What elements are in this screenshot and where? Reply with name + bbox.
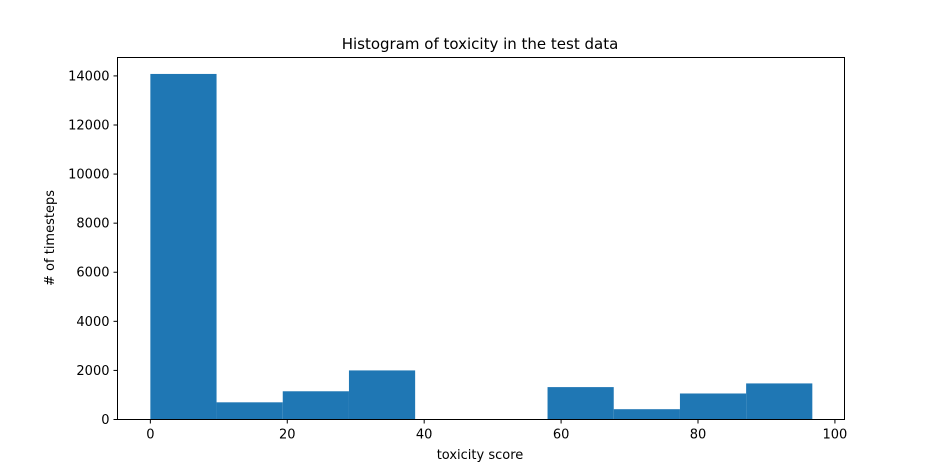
y-tick-label: 0 bbox=[101, 413, 109, 428]
y-tick-label: 8000 bbox=[76, 217, 109, 232]
y-tick-label: 4000 bbox=[76, 315, 109, 330]
x-axis-label: toxicity score bbox=[437, 448, 524, 463]
bar-bin-2 bbox=[282, 391, 349, 420]
x-tick-label: 100 bbox=[823, 428, 848, 443]
bar-bin-1 bbox=[216, 402, 283, 420]
bar-bin-9 bbox=[746, 383, 813, 420]
bar-bin-7 bbox=[613, 409, 680, 420]
y-tick-label: 2000 bbox=[76, 364, 109, 379]
y-tick-label: 6000 bbox=[76, 266, 109, 281]
plot-frame bbox=[117, 57, 845, 420]
bar-bin-3 bbox=[348, 370, 416, 420]
y-axis: 0 2000 4000 6000 8000 10000 12000 14000 bbox=[68, 69, 118, 428]
x-axis: 0 20 40 60 80 100 bbox=[146, 419, 848, 443]
bar-bin-6 bbox=[547, 387, 614, 420]
x-tick-label: 80 bbox=[690, 428, 707, 443]
x-tick-label: 0 bbox=[146, 428, 154, 443]
bar-bin-8 bbox=[679, 393, 747, 420]
y-tick-label: 10000 bbox=[68, 168, 109, 183]
y-axis-label: # of timesteps bbox=[43, 190, 58, 286]
x-tick-label: 60 bbox=[553, 428, 570, 443]
bars-group bbox=[150, 73, 813, 420]
y-tick-label: 14000 bbox=[68, 69, 109, 84]
y-tick-label: 12000 bbox=[68, 118, 109, 133]
bar-bin-0 bbox=[150, 73, 217, 420]
x-tick-label: 40 bbox=[416, 428, 433, 443]
x-tick-label: 20 bbox=[279, 428, 296, 443]
chart-title: Histogram of toxicity in the test data bbox=[342, 35, 619, 53]
